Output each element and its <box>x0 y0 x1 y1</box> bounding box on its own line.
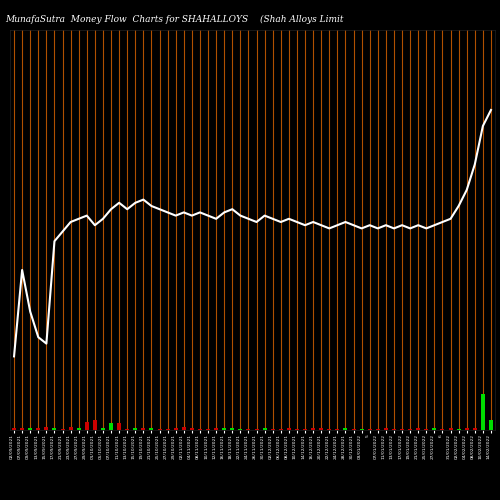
Bar <box>319 428 323 430</box>
Bar <box>60 428 64 430</box>
Bar <box>262 428 266 430</box>
Bar <box>473 428 477 430</box>
Bar <box>109 422 113 430</box>
Bar <box>368 429 372 430</box>
Bar <box>448 428 452 430</box>
Bar <box>28 428 32 430</box>
Bar <box>464 428 468 430</box>
Bar <box>489 420 493 430</box>
Bar <box>360 428 364 430</box>
Bar <box>303 428 307 430</box>
Bar <box>376 428 380 430</box>
Bar <box>416 428 420 430</box>
Bar <box>400 428 404 430</box>
Bar <box>254 428 258 430</box>
Bar <box>76 428 80 430</box>
Bar <box>134 428 138 430</box>
Bar <box>238 428 242 430</box>
Bar <box>44 428 48 430</box>
Bar <box>117 422 121 430</box>
Bar <box>384 428 388 430</box>
Bar <box>279 428 283 430</box>
Bar <box>125 428 129 430</box>
Bar <box>85 422 89 430</box>
Bar <box>295 428 299 430</box>
Bar <box>158 428 162 430</box>
Bar <box>432 428 436 430</box>
Bar <box>142 428 146 430</box>
Bar <box>101 428 105 430</box>
Bar <box>424 428 428 430</box>
Bar <box>36 428 40 430</box>
Bar <box>182 428 186 430</box>
Bar <box>68 428 72 430</box>
Bar <box>311 428 315 430</box>
Bar <box>93 420 97 430</box>
Bar <box>150 428 154 430</box>
Bar <box>336 428 340 430</box>
Bar <box>174 428 178 430</box>
Bar <box>12 428 16 430</box>
Text: (Shah Alloys Limit: (Shah Alloys Limit <box>260 15 344 24</box>
Bar <box>392 428 396 430</box>
Bar <box>440 428 444 430</box>
Bar <box>287 428 291 430</box>
Bar <box>408 428 412 430</box>
Bar <box>198 428 202 430</box>
Bar <box>352 428 356 430</box>
Bar <box>246 428 250 430</box>
Bar <box>344 428 347 430</box>
Bar <box>230 428 234 430</box>
Text: MunafaSutra  Money Flow  Charts for SHAHALLOYS: MunafaSutra Money Flow Charts for SHAHAL… <box>5 15 248 24</box>
Bar <box>20 428 24 430</box>
Bar <box>190 428 194 430</box>
Bar <box>52 428 56 430</box>
Bar <box>456 428 460 430</box>
Bar <box>481 394 485 430</box>
Bar <box>270 428 274 430</box>
Bar <box>214 428 218 430</box>
Bar <box>222 428 226 430</box>
Bar <box>206 428 210 430</box>
Bar <box>328 428 332 430</box>
Bar <box>166 428 170 430</box>
